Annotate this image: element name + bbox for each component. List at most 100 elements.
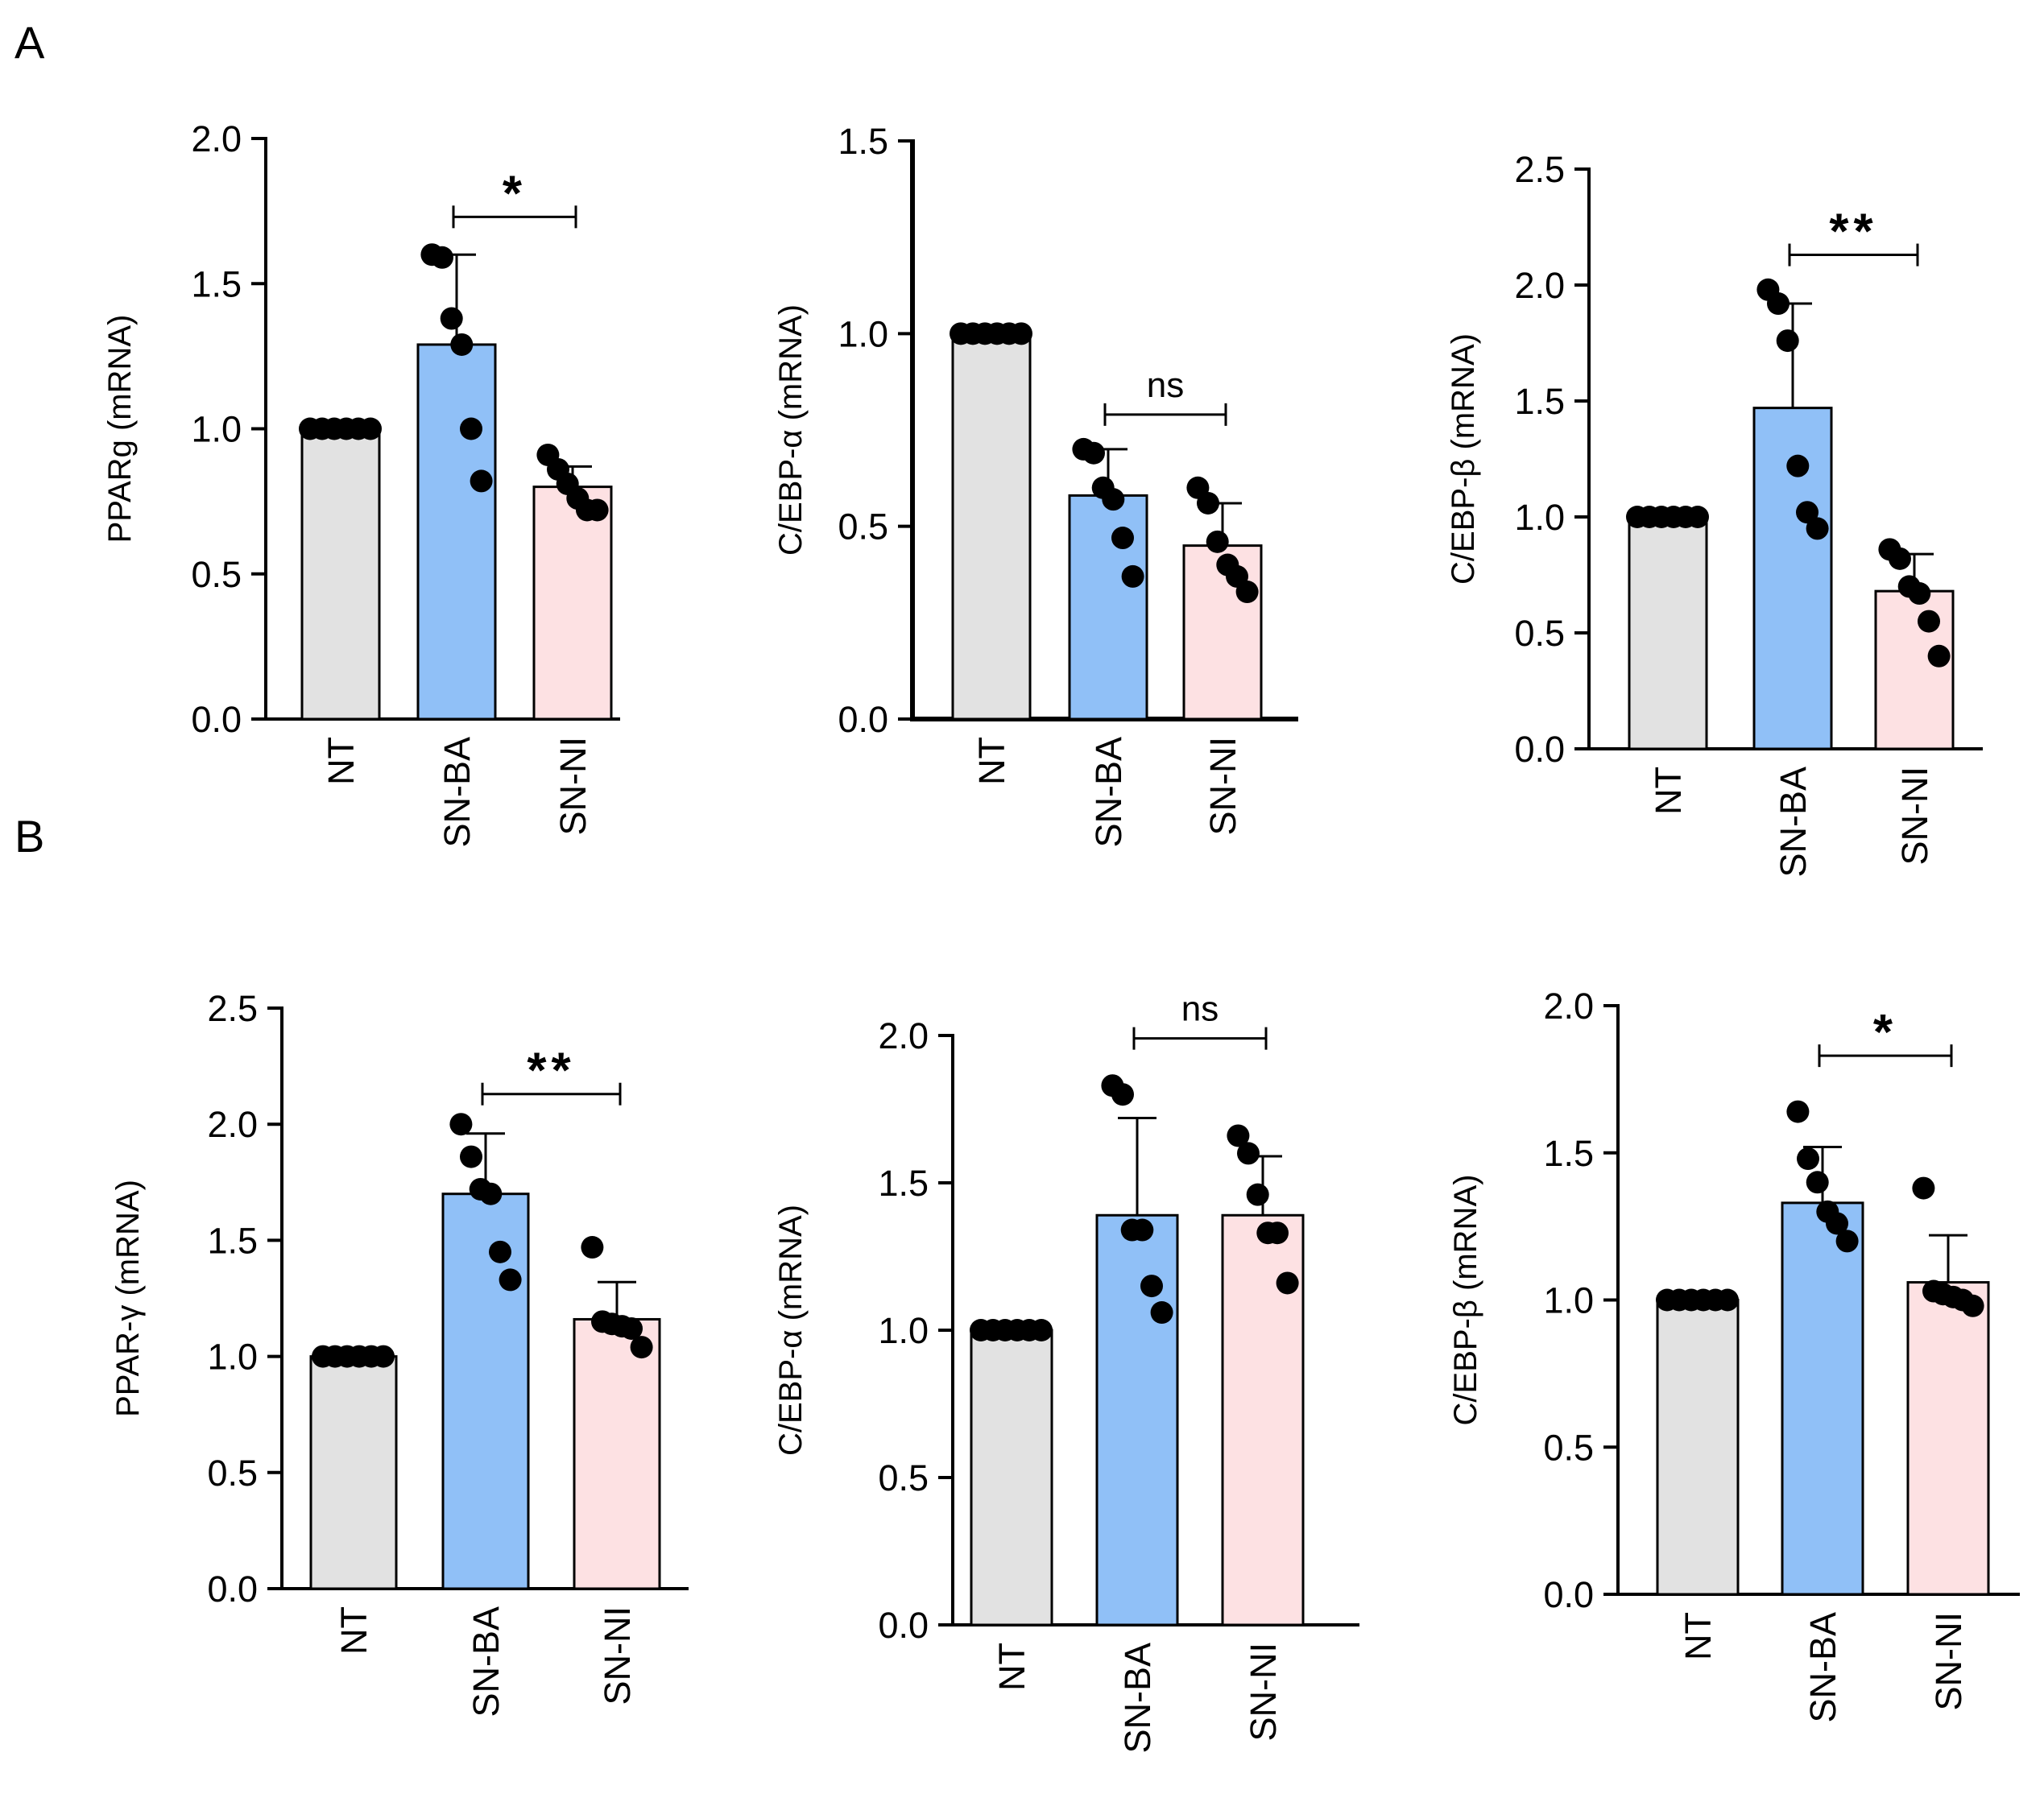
data-point [581, 1236, 604, 1259]
significance-label: ** [527, 1044, 575, 1099]
x-tick-label-sn-ni: SN-NI [1928, 1612, 1969, 1711]
panel-label-a: A [14, 17, 45, 68]
x-tick-label-sn-ba: SN-BA [465, 1606, 507, 1717]
significance-label: ** [1829, 205, 1877, 260]
significance-label: ns [1181, 990, 1219, 1029]
y-tick-label: 1.5 [191, 263, 242, 304]
data-point [1912, 1176, 1935, 1200]
data-point [585, 498, 609, 522]
y-axis-title: C/EBP-α (mRNA) [773, 304, 809, 556]
data-point [449, 1113, 473, 1136]
bar-nt [309, 1355, 398, 1590]
data-point [1235, 581, 1259, 604]
x-tick-label-sn-ba: SN-BA [1802, 1612, 1843, 1723]
data-point [1102, 488, 1125, 511]
charts-container: 0.0 0.5 1.0 1.5 2.0 PPARg (mRNA) NT SN-BA SN-NI *… [102, 118, 2020, 1754]
data-point [1246, 1183, 1269, 1206]
y-tick-label: 2.0 [878, 1015, 929, 1056]
chart-5: 0.0 0.5 1.0 1.5 2.0 C/EBP-α (mRNA) NT SN-BA SN-N… [773, 990, 1359, 1754]
y-tick-label: 0.0 [838, 699, 888, 740]
y-tick-label: 1.0 [191, 409, 242, 450]
x-tick-label-sn-ba: SN-BA [1773, 767, 1814, 878]
x-tick-label-sn-ni: SN-NI [597, 1606, 638, 1705]
data-point [1716, 1288, 1739, 1312]
y-axis-title: PPARg (mRNA) [102, 315, 138, 544]
chart-4: 0.0 0.5 1.0 1.5 2.0 2.5 PPAR-γ (mRNA) NT SN-BA SN… [110, 988, 689, 1717]
data-point [1227, 1124, 1250, 1147]
y-tick-label: 1.5 [207, 1220, 258, 1261]
y-axis-title: C/EBP-β (mRNA) [1448, 1175, 1483, 1426]
y-tick-label: 0.0 [207, 1569, 258, 1610]
data-point [1776, 329, 1799, 353]
significance-label: * [1873, 1005, 1897, 1060]
x-tick-label-nt: NT [321, 737, 362, 785]
data-point [1786, 454, 1810, 477]
y-tick-label: 2.0 [1514, 265, 1565, 306]
y-tick-label: 0.5 [838, 506, 888, 548]
y-tick-label: 0.0 [878, 1605, 929, 1646]
data-point [1806, 517, 1829, 540]
data-point [1276, 1271, 1299, 1295]
data-point [1786, 1100, 1810, 1123]
y-tick-label: 1.0 [1514, 497, 1565, 538]
y-tick-label: 0.5 [191, 554, 242, 595]
y-tick-label: 2.5 [1514, 149, 1565, 190]
data-point [372, 1345, 395, 1368]
y-axis-title: C/EBP-α (mRNA) [773, 1205, 809, 1456]
y-tick-label: 2.0 [1543, 986, 1594, 1027]
data-point [1826, 1212, 1848, 1235]
y-tick-label: 0.0 [191, 699, 242, 740]
data-point [440, 307, 463, 330]
y-axis-title: C/EBP-β (mRNA) [1446, 333, 1481, 585]
data-point [1927, 644, 1951, 668]
data-point [460, 417, 482, 440]
data-point [1010, 322, 1032, 345]
panel-label-b: B [14, 811, 44, 862]
bar-nt [1628, 515, 1708, 750]
x-tick-label-nt: NT [971, 737, 1012, 785]
y-tick-label: 2.0 [207, 1104, 258, 1145]
data-point [479, 1182, 503, 1205]
bar-sn-ba [1068, 494, 1148, 721]
data-point [1111, 1083, 1134, 1106]
y-tick-label: 1.5 [878, 1163, 929, 1204]
y-tick-label: 1.0 [1543, 1280, 1594, 1321]
y-tick-label: 0.0 [1543, 1574, 1594, 1615]
data-point [1111, 527, 1134, 550]
data-point [1140, 1275, 1163, 1298]
chart-6: 0.0 0.5 1.0 1.5 2.0 C/EBP-β (mRNA) NT SN-BA SN-N… [1448, 986, 2020, 1723]
chart-3: 0.0 0.5 1.0 1.5 2.0 2.5 C/EBP-β (mRNA) NT SN-BA S… [1446, 149, 1983, 878]
bar-sn-ni [573, 1317, 661, 1590]
y-tick-label: 1.5 [1543, 1133, 1594, 1174]
x-tick-label-nt: NT [991, 1643, 1032, 1691]
significance-label: ns [1147, 366, 1184, 405]
bar-sn-ba [441, 1192, 530, 1590]
x-tick-label-sn-ba: SN-BA [1117, 1643, 1158, 1754]
x-tick-label-nt: NT [1678, 1612, 1719, 1660]
bar-nt [970, 1329, 1053, 1626]
y-tick-label: 0.0 [1514, 729, 1565, 770]
data-point [1806, 1171, 1829, 1194]
x-tick-label-nt: NT [1648, 767, 1689, 815]
data-point [1796, 501, 1818, 524]
bar-sn-ni [1906, 1281, 1990, 1596]
y-tick-label: 1.5 [1514, 381, 1565, 422]
y-tick-label: 1.0 [838, 313, 888, 354]
bar-sn-ba [1781, 1201, 1864, 1596]
data-point [431, 246, 453, 269]
data-point [1961, 1294, 1984, 1317]
data-point [620, 1316, 643, 1340]
y-tick-label: 1.0 [207, 1337, 258, 1378]
data-point [1918, 610, 1940, 633]
x-tick-label-sn-ni: SN-NI [1202, 737, 1243, 836]
bar-sn-ni [1874, 589, 1955, 750]
x-tick-label-sn-ba: SN-BA [437, 737, 478, 848]
data-point [470, 469, 493, 493]
data-point [1197, 491, 1219, 515]
data-point [450, 333, 474, 356]
data-point [489, 1240, 511, 1263]
data-point [1237, 1142, 1260, 1165]
x-tick-label-nt: NT [333, 1606, 374, 1655]
data-point [359, 417, 382, 440]
